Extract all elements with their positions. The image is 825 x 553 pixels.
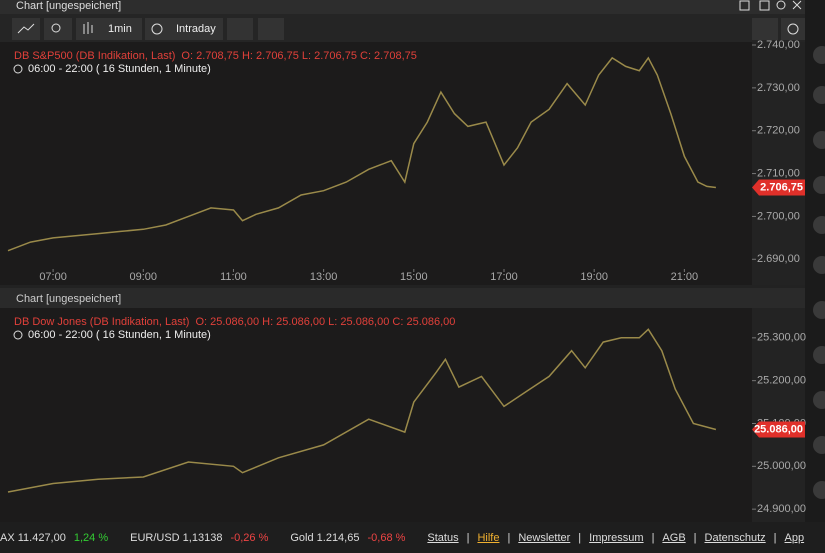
time-range: 06:00 - 22:00 ( 16 Stunden, 1 Minute) [28, 329, 211, 341]
sidebar-avatars [813, 46, 825, 499]
panel-title: Chart [ungespeichert] [16, 293, 121, 305]
range-button[interactable]: Intraday [176, 23, 216, 35]
x-tick-label: 11:00 [220, 271, 247, 283]
instrument-name: DB S&P500 (DB Indikation, Last) [14, 50, 175, 62]
x-tick-label: 15:00 [400, 271, 428, 283]
x-tick-label: 21:00 [671, 271, 699, 283]
ticker-name: Gold 1.214,65 [290, 531, 360, 544]
y-tick-label: 2.720,00 [757, 125, 800, 137]
last-price-tag [752, 179, 805, 196]
price-line [7, 328, 717, 493]
x-tick-label: 13:00 [310, 271, 338, 283]
instrument-name: DB Dow Jones (DB Indikation, Last) [14, 316, 189, 328]
legend-title: DB S&P500 (DB Indikation, Last) O: 2.708,… [14, 50, 417, 62]
legend-title: DB Dow Jones (DB Indikation, Last) O: 25.… [14, 316, 455, 328]
separator: | [773, 531, 777, 544]
y-tick-label: 2.730,00 [757, 82, 800, 94]
window-controls [739, 0, 802, 11]
ticker-name: EUR/USD 1,13138 [130, 531, 223, 544]
separator: | [651, 531, 655, 544]
clock-icon [13, 330, 23, 340]
y-tick-label: 2.700,00 [757, 210, 800, 222]
footer: AX 11.427,00 1,24 % EUR/USD 1,13138 -0,26 %… [0, 522, 825, 553]
y-tick-label: 25.300,00 [757, 332, 806, 344]
last-price-tag [752, 421, 805, 438]
separator: | [466, 531, 470, 544]
y-axis-area [752, 308, 805, 522]
y-tick-label: 2.740,00 [757, 39, 800, 51]
y-tick-label: 25.000,00 [757, 460, 806, 472]
price-line [7, 56, 716, 252]
x-tick-label: 17:00 [490, 271, 518, 283]
last-price-label: 25.086,00 [754, 423, 803, 435]
clock-icon [13, 64, 23, 74]
footer-link[interactable]: Impressum [589, 531, 644, 544]
window-title: Chart [ungespeichert] [16, 0, 121, 12]
y-tick-label: 24.900,00 [757, 503, 806, 515]
ticker-name: AX 11.427,00 [0, 531, 66, 544]
time-range: 06:00 - 22:00 ( 16 Stunden, 1 Minute) [28, 63, 211, 75]
footer-link[interactable]: Datenschutz [704, 531, 766, 544]
y-tick-label: 2.710,00 [757, 167, 800, 179]
footer-link[interactable]: AGB [662, 531, 686, 544]
app: Chart [ungespeichert] 1min Intraday Char… [0, 0, 825, 522]
separator: | [507, 531, 511, 544]
separator: | [578, 531, 582, 544]
x-tick-label: 07:00 [39, 271, 67, 283]
y-tick-label: 2.690,00 [757, 253, 800, 265]
ticker-change: -0,68 % [367, 531, 406, 544]
plot-area [0, 308, 805, 522]
ticker-change: 1,24 % [73, 531, 109, 544]
plot-area [0, 42, 805, 285]
y-axis-area [752, 42, 805, 285]
x-tick-label: 09:00 [130, 271, 158, 283]
ticker-change: -0,26 % [230, 531, 269, 544]
ohlc-values: O: 2.708,75 H: 2.706,75 L: 2.706,75 C: 2… [181, 50, 416, 62]
title-bar [0, 0, 805, 14]
footer-link[interactable]: App [784, 531, 805, 544]
footer-link[interactable]: Hilfe [477, 531, 500, 544]
panel-title-bar [0, 288, 805, 308]
toolbar-buttons[interactable] [12, 18, 805, 40]
ohlc-values: O: 25.086,00 H: 25.086,00 L: 25.086,00 C… [195, 316, 455, 328]
footer-link[interactable]: Newsletter [518, 531, 571, 544]
interval-button[interactable]: 1min [108, 23, 132, 35]
separator: | [693, 531, 697, 544]
y-tick-label: 25.200,00 [757, 375, 806, 387]
last-price-label: 2.706,75 [760, 181, 803, 193]
footer-link[interactable]: Status [427, 531, 459, 544]
x-tick-label: 19:00 [580, 271, 608, 283]
